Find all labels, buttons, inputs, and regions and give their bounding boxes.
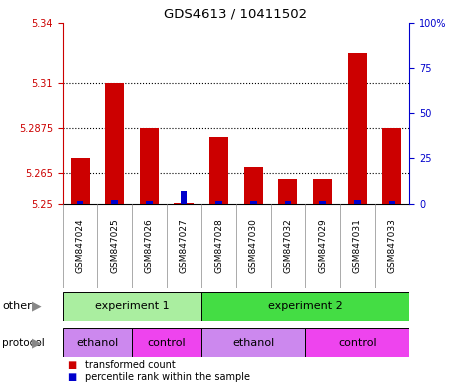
Text: GSM847027: GSM847027 [179, 218, 188, 273]
Text: GSM847030: GSM847030 [249, 218, 258, 273]
Bar [146, 200, 153, 204]
Bar [382, 128, 401, 204]
Text: GSM847025: GSM847025 [110, 218, 119, 273]
Bar [112, 200, 118, 204]
Text: ■: ■ [67, 360, 77, 370]
Text: ▶: ▶ [32, 336, 41, 349]
Text: experiment 1: experiment 1 [95, 301, 169, 311]
Text: GSM847031: GSM847031 [353, 218, 362, 273]
Text: GSM847029: GSM847029 [318, 218, 327, 273]
Text: experiment 2: experiment 2 [268, 301, 343, 311]
Bar [250, 200, 257, 204]
Text: transformed count: transformed count [85, 360, 176, 370]
Text: GSM847032: GSM847032 [284, 218, 292, 273]
Text: GSM847026: GSM847026 [145, 218, 154, 273]
Bar [71, 159, 90, 204]
Bar [313, 179, 332, 204]
Text: ▶: ▶ [32, 300, 41, 313]
Bar [174, 202, 193, 204]
Bar [319, 200, 326, 204]
Bar [77, 200, 83, 204]
Text: control: control [147, 338, 186, 348]
Bar [63, 328, 132, 357]
Bar [389, 200, 395, 204]
Bar [244, 167, 263, 204]
Text: control: control [338, 338, 377, 348]
Bar [279, 179, 298, 204]
Bar [105, 83, 124, 204]
Bar [63, 292, 201, 321]
Text: GSM847028: GSM847028 [214, 218, 223, 273]
Text: ■: ■ [67, 372, 77, 382]
Text: protocol: protocol [2, 338, 45, 348]
Bar [201, 292, 409, 321]
Bar [285, 200, 291, 204]
Bar [181, 192, 187, 204]
Title: GDS4613 / 10411502: GDS4613 / 10411502 [165, 7, 307, 20]
Text: GSM847024: GSM847024 [76, 218, 85, 273]
Text: GSM847033: GSM847033 [387, 218, 396, 273]
Bar [354, 200, 360, 204]
Text: percentile rank within the sample: percentile rank within the sample [85, 372, 250, 382]
Bar [348, 53, 367, 204]
Text: other: other [2, 301, 32, 311]
Bar [140, 128, 159, 204]
Bar [215, 200, 222, 204]
Text: ethanol: ethanol [232, 338, 274, 348]
Bar [132, 328, 201, 357]
Text: ethanol: ethanol [76, 338, 119, 348]
Bar [305, 328, 409, 357]
Bar [209, 137, 228, 204]
Bar [201, 328, 305, 357]
